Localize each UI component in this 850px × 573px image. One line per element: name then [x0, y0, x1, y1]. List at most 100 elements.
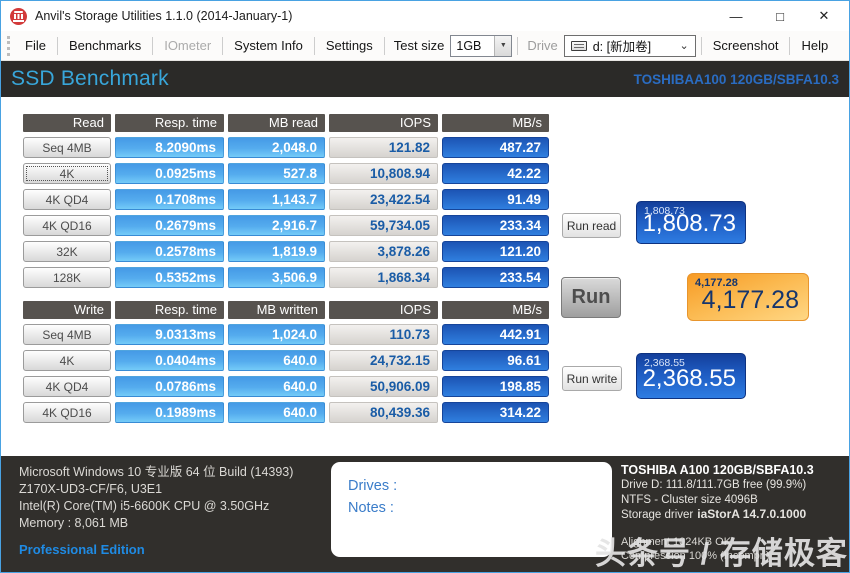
menu-system-info[interactable]: System Info: [234, 38, 303, 53]
mbs-cell: 487.27: [442, 137, 549, 158]
read-row-button-128k[interactable]: 128K: [23, 267, 111, 288]
resp-time-cell: 9.0313ms: [115, 324, 224, 345]
resp-time-cell: 8.2090ms: [115, 137, 224, 158]
menu-settings[interactable]: Settings: [325, 38, 373, 53]
drives-label: Drives :: [348, 478, 398, 494]
iops-cell: 24,732.15: [329, 350, 438, 371]
system-info-block: Microsoft Windows 10 专业版 64 位 Build (143…: [19, 464, 293, 558]
read-row-button-4k[interactable]: 4K: [23, 163, 111, 184]
resp-time-cell: 0.1989ms: [115, 402, 224, 423]
mb-read-cell: 527.8: [228, 163, 325, 184]
maximize-button[interactable]: □: [776, 8, 784, 24]
mb-written-cell: 640.0: [228, 350, 325, 371]
mb-written-cell: 640.0: [228, 376, 325, 397]
resp-time-cell: 0.2578ms: [115, 241, 224, 262]
title-bar: Anvil's Storage Utilities 1.1.0 (2014-Ja…: [1, 1, 849, 31]
resp-time-cell: 0.2679ms: [115, 215, 224, 236]
iops-cell: 1,868.34: [329, 267, 438, 288]
write-row-button-4k[interactable]: 4K: [23, 350, 111, 371]
storage-driver-value: iaStorA 14.7.0.1000: [697, 507, 807, 521]
mbs-col-header: MB/s: [442, 114, 549, 132]
motherboard-info: Z170X-UD3-CF/F6, U3E1: [19, 482, 163, 496]
chevron-down-icon: ⌄: [679, 39, 689, 52]
read-row-button-seq4mb[interactable]: Seq 4MB: [23, 137, 111, 158]
drive-model-label: TOSHIBA A100 120GB/SBFA10.3: [621, 463, 814, 477]
read-score-box: 1,808.73 1,808.73: [636, 201, 746, 244]
notes-label: Notes :: [348, 500, 394, 516]
read-row-button-4kqd16[interactable]: 4K QD16: [23, 215, 111, 236]
read-score-mini-label: 1,808.73: [644, 205, 685, 217]
menu-separator: [517, 36, 519, 55]
iops-cell: 80,439.36: [329, 402, 438, 423]
menu-benchmarks[interactable]: Benchmarks: [68, 38, 142, 53]
mb-read-col-header: MB read: [228, 114, 325, 132]
memory-info: Memory : 8,061 MB: [19, 516, 129, 530]
mb-written-cell: 1,024.0: [228, 324, 325, 345]
watermark-text: 头条号 / 存储极客: [595, 536, 848, 571]
test-size-select[interactable]: 1GB ▼: [450, 34, 513, 57]
mb-read-cell: 3,506.9: [228, 267, 325, 288]
mb-read-cell: 2,916.7: [228, 215, 325, 236]
resp-time-cell: 0.1708ms: [115, 189, 224, 210]
cpu-info: Intel(R) Core(TM) i5-6600K CPU @ 3.50GHz: [19, 499, 270, 513]
menu-separator: [313, 36, 315, 55]
app-icon-shape: [13, 19, 24, 22]
toolbar-grip-handle[interactable]: [7, 35, 10, 56]
write-row-button-4kqd4[interactable]: 4K QD4: [23, 376, 111, 397]
mb-read-cell: 2,048.0: [228, 137, 325, 158]
write-benchmark-table: Write Resp. time MB written IOPS MB/s Se…: [23, 301, 549, 423]
write-score-value: 2,368.55: [642, 365, 736, 392]
mbs-cell: 91.49: [442, 189, 549, 210]
benchmark-header-band: SSD Benchmark TOSHIBAA100 120GB/SBFA10.3: [1, 61, 849, 97]
compression-label: Compression 100% (Incompr.): [621, 550, 770, 562]
drive-select[interactable]: d: [新加卷] ⌄: [563, 34, 696, 57]
run-button[interactable]: Run: [561, 277, 621, 318]
menu-iometer: IOmeter: [164, 38, 212, 53]
read-row-button-4kqd4[interactable]: 4K QD4: [23, 189, 111, 210]
total-score-value: 4,177.28: [701, 286, 799, 314]
app-icon-shape: [14, 13, 23, 19]
drives-notes-box[interactable]: Drives : Notes :: [331, 462, 612, 557]
resp-time-col-header: Resp. time: [115, 114, 224, 132]
edition-label: Professional Edition: [19, 542, 145, 557]
write-row-button-seq4mb[interactable]: Seq 4MB: [23, 324, 111, 345]
menu-separator: [383, 36, 385, 55]
iops-cell: 23,422.54: [329, 189, 438, 210]
dropdown-arrow-icon[interactable]: ▼: [494, 35, 512, 56]
menu-help[interactable]: Help: [801, 38, 829, 53]
total-score-box: 4,177.28 4,177.28: [687, 273, 809, 321]
total-score-mini-label: 4,177.28: [695, 277, 738, 289]
mbs-cell: 42.22: [442, 163, 549, 184]
menu-separator: [56, 36, 58, 55]
resp-time-cell: 0.0786ms: [115, 376, 224, 397]
test-size-value: 1GB: [456, 38, 482, 53]
resp-time-cell: 0.0925ms: [115, 163, 224, 184]
page-title: SSD Benchmark: [11, 67, 169, 90]
run-read-button[interactable]: Run read: [562, 213, 621, 238]
minimize-button[interactable]: —: [729, 8, 743, 24]
write-row-button-4kqd16[interactable]: 4K QD16: [23, 402, 111, 423]
mbs-cell: 314.22: [442, 402, 549, 423]
mbs-cell: 96.61: [442, 350, 549, 371]
write-score-mini-label: 2,368.55: [644, 357, 685, 369]
app-icon-shape: [14, 10, 23, 13]
storage-driver-line: Storage driver iaStorA 14.7.0.1000: [621, 507, 814, 523]
device-model-label: TOSHIBAA100 120GB/SBFA10.3: [633, 71, 839, 87]
resp-time-cell: 0.0404ms: [115, 350, 224, 371]
close-button[interactable]: ✕: [818, 8, 830, 23]
menu-bar: File Benchmarks IOmeter System Info Sett…: [1, 31, 849, 61]
iops-cell: 50,906.09: [329, 376, 438, 397]
run-write-button[interactable]: Run write: [562, 366, 622, 391]
mbs-col-header: MB/s: [442, 301, 549, 319]
menu-screenshot[interactable]: Screenshot: [712, 38, 779, 53]
status-panel: Microsoft Windows 10 专业版 64 位 Build (143…: [1, 456, 849, 572]
mbs-cell: 233.34: [442, 215, 549, 236]
read-row-button-32k[interactable]: 32K: [23, 241, 111, 262]
drive-capacity-label: Drive D: 111.8/111.7GB free (99.9%): [621, 479, 807, 491]
menu-separator: [152, 36, 154, 55]
menu-separator: [222, 36, 224, 55]
menu-file[interactable]: File: [25, 38, 46, 53]
iops-cell: 110.73: [329, 324, 438, 345]
read-col-header: Read: [23, 114, 111, 132]
iops-cell: 10,808.94: [329, 163, 438, 184]
